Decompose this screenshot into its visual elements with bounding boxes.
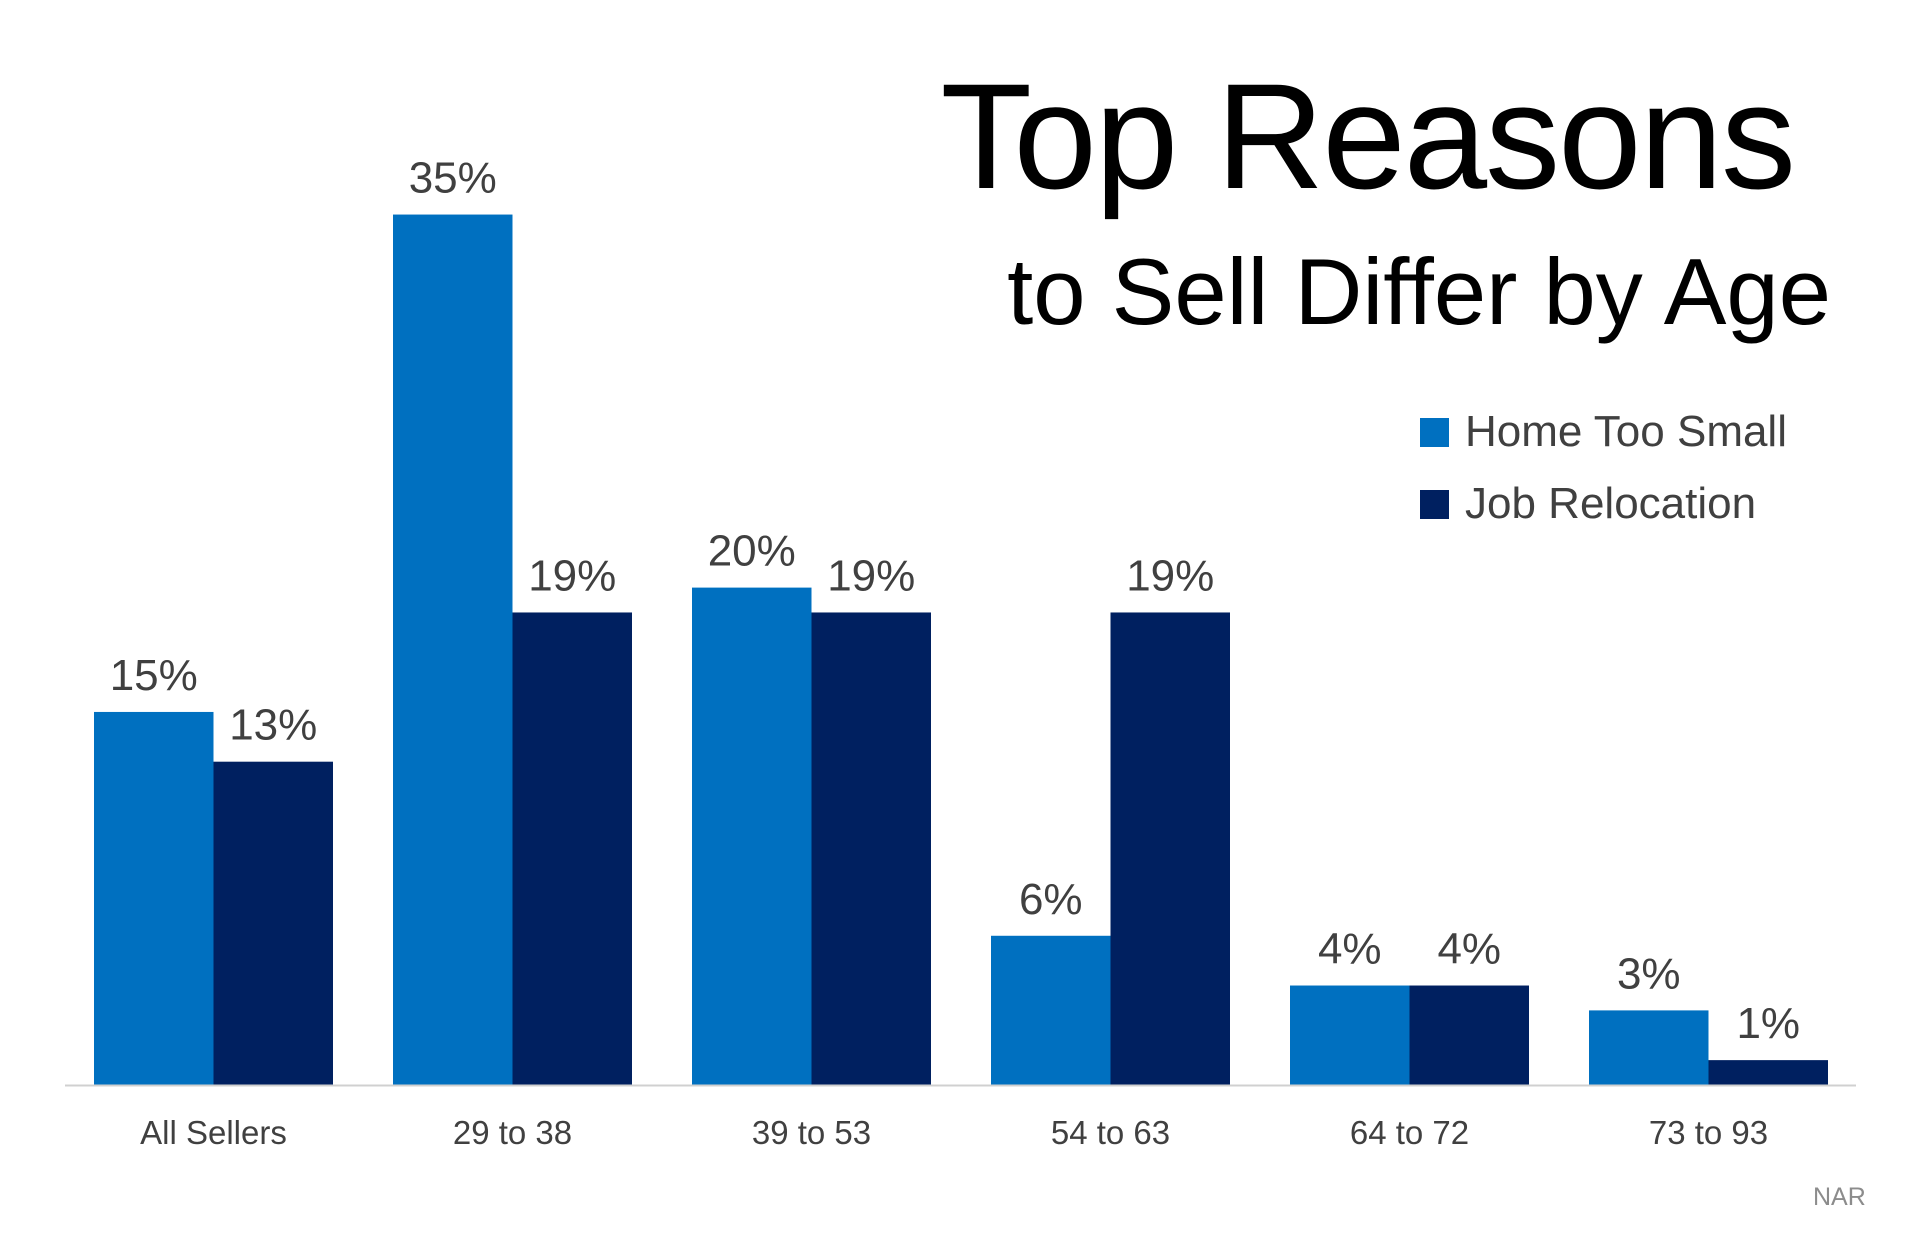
data-label: 4%: [1437, 925, 1501, 974]
source-note: NAR: [1813, 1183, 1866, 1211]
data-label: 19%: [528, 551, 616, 600]
data-label: 1%: [1736, 999, 1800, 1048]
bar: [94, 711, 214, 1085]
bar: [1708, 1060, 1828, 1085]
legend-swatch: [1420, 417, 1449, 447]
legend-label: Job Relocation: [1465, 479, 1757, 528]
bar: [393, 214, 513, 1086]
legend: Home Too Small Job Relocation: [1420, 396, 1787, 540]
legend-item-job-relocation: Job Relocation: [1420, 468, 1787, 540]
category-label: 54 to 63: [1051, 1114, 1170, 1151]
data-label: 20%: [708, 527, 796, 576]
bar: [991, 935, 1111, 1085]
bar: [1290, 985, 1410, 1085]
bar: [512, 612, 632, 1085]
category-label: All Sellers: [140, 1114, 287, 1151]
bar: [811, 612, 931, 1085]
category-label: 29 to 38: [453, 1114, 572, 1151]
data-label: 19%: [827, 551, 915, 600]
bar: [692, 587, 812, 1085]
chart-title: Top Reasons: [940, 52, 1796, 220]
bar: [1409, 985, 1529, 1085]
category-label: 64 to 72: [1350, 1114, 1469, 1151]
data-label: 6%: [1019, 875, 1083, 924]
data-label: 15%: [110, 651, 198, 700]
bar: [1589, 1010, 1709, 1085]
data-label: 4%: [1318, 925, 1382, 974]
data-label: 35%: [409, 154, 497, 203]
legend-item-home-too-small: Home Too Small: [1420, 396, 1787, 468]
category-label: 39 to 53: [752, 1114, 871, 1151]
bar: [213, 761, 333, 1085]
data-label: 3%: [1617, 949, 1681, 998]
chart-subtitle: to Sell Differ by Age: [1007, 239, 1831, 344]
bar: [1110, 612, 1230, 1085]
data-label: 19%: [1126, 551, 1214, 600]
legend-label: Home Too Small: [1465, 407, 1787, 456]
data-label: 13%: [229, 701, 317, 750]
legend-swatch: [1420, 489, 1449, 519]
category-label: 73 to 93: [1649, 1114, 1768, 1151]
